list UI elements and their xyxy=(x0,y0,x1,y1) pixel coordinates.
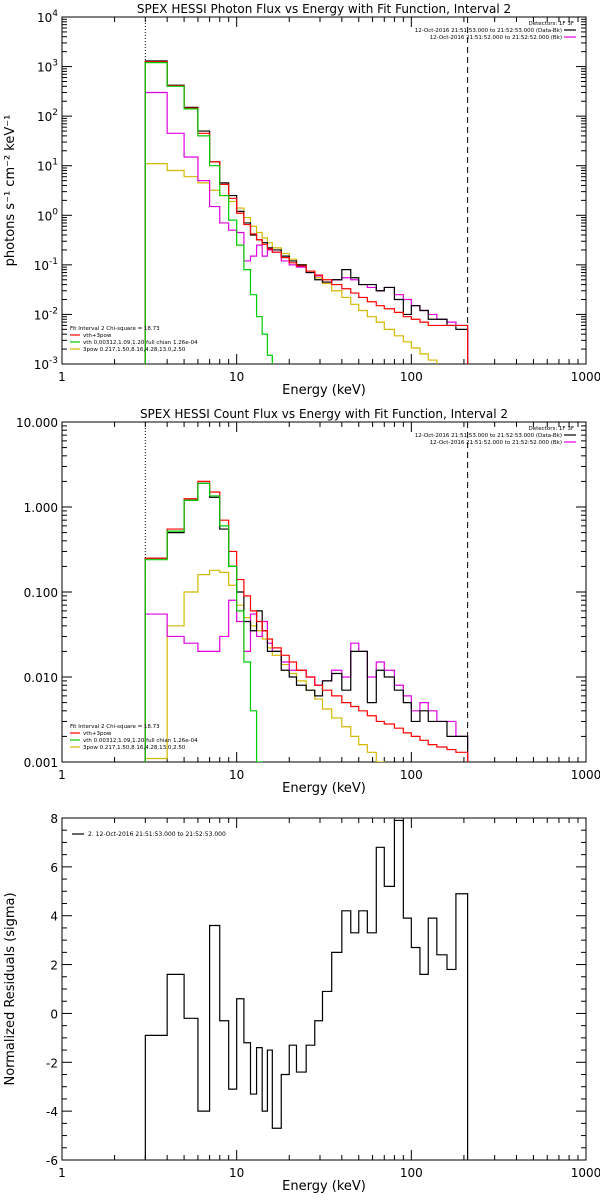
x-axis-label: Energy (keV) xyxy=(282,1179,366,1194)
x-tick-label: 10 xyxy=(229,370,244,384)
y-axis-label: Normalized Residuals (sigma) xyxy=(3,892,18,1085)
x-tick-label: 100 xyxy=(400,370,423,384)
series-vth xyxy=(144,62,469,364)
y-tick-label: 2 xyxy=(50,959,58,973)
y-tick-label: 102 xyxy=(37,108,58,124)
x-tick-label: 10 xyxy=(229,1166,244,1180)
y-tick-label: 0 xyxy=(50,1007,58,1021)
y-axis-label: photons s⁻¹ cm⁻² keV⁻¹ xyxy=(3,115,18,267)
legend-entry: 2. 12-Oct-2016 21:51:53.000 to 21:52:53.… xyxy=(88,831,226,838)
chart-title: SPEX HESSI Count Flux vs Energy with Fit… xyxy=(140,407,508,421)
y-tick-label: -4 xyxy=(46,1105,58,1119)
x-tick-label: 10 xyxy=(229,768,244,782)
legend-entry: 12-Oct-2016 21:51:53.000 to 21:52:53.000… xyxy=(415,433,562,439)
x-tick-label: 1000 xyxy=(571,370,600,384)
y-tick-label: 0.100 xyxy=(24,586,58,600)
chart-count: SPEX HESSI Count Flux vs Energy with Fit… xyxy=(16,407,600,796)
y-tick-label: 1.000 xyxy=(24,501,58,515)
x-axis-label: Energy (keV) xyxy=(282,383,366,398)
series-group xyxy=(144,480,469,762)
y-tick-label: 10-2 xyxy=(34,306,58,322)
legend-entry: vth+3pow xyxy=(83,333,112,339)
x-tick-label: 100 xyxy=(400,768,423,782)
y-tick-label: 101 xyxy=(37,158,58,174)
chart-title: SPEX HESSI Photon Flux vs Energy with Fi… xyxy=(137,2,511,16)
x-tick-label: 1 xyxy=(58,1166,66,1180)
y-tick-label: 10-1 xyxy=(34,257,58,273)
x-axis-label: Energy (keV) xyxy=(282,781,366,796)
y-tick-label: 0.001 xyxy=(24,756,58,770)
legend-entry: vth 0.00312,1.09,1.20 full chian 1.26e-0… xyxy=(83,738,198,744)
legend-detectors: Detectors: 1F 3F xyxy=(528,21,574,27)
chart-photon: SPEX HESSI Photon Flux vs Energy with Fi… xyxy=(3,2,600,398)
x-tick-label: 1 xyxy=(58,768,66,782)
y-tick-label: -6 xyxy=(46,1154,58,1168)
legend-entry: 12-Oct-2016 21:51:52.000 to 21:52:52.000… xyxy=(430,440,562,446)
y-tick-label: 100 xyxy=(37,207,58,223)
series-residuals xyxy=(144,819,469,1160)
chart-resid: 1 10 100 1000 Energy (keV) -6 -4 -2 0 2 4 6 8 Normali… xyxy=(3,812,600,1194)
y-tick-label: -2 xyxy=(46,1056,58,1070)
y-tick-label: 4 xyxy=(50,910,58,924)
y-tick-label: 10.000 xyxy=(16,416,58,430)
y-tick-label: 103 xyxy=(37,59,58,75)
series-data-bk xyxy=(144,482,469,762)
series-vth-3pow xyxy=(144,61,469,364)
legend-entry: vth+3pow xyxy=(83,731,112,737)
x-tick-label: 1000 xyxy=(571,768,600,782)
legend-entry: 3pow 0.217,1.50,8.16,4.28,13.0,2.50 xyxy=(83,347,186,353)
series-group xyxy=(144,60,469,364)
legend-fit-header: Fit Interval 2 Chi-square = 18.73 xyxy=(70,326,160,332)
legend-entry: 12-Oct-2016 21:51:53.000 to 21:52:53.000… xyxy=(415,28,562,34)
y-tick-label: 10-3 xyxy=(34,356,58,372)
series-vth xyxy=(144,482,469,762)
legend-entry: 3pow 0.217,1.50,8.16,4.28,13.0,2.50 xyxy=(83,745,186,751)
series-group xyxy=(144,819,469,1160)
legend-detectors: Detectors: 1F 3F xyxy=(528,426,574,432)
legend-entry: 12-Oct-2016 21:51:52.000 to 21:52:52.000… xyxy=(430,35,562,41)
plot-frame xyxy=(61,16,587,365)
series-3pow xyxy=(144,569,469,762)
x-tick-label: 1000 xyxy=(571,1166,600,1180)
legend-fit-header: Fit Interval 2 Chi-square = 18.73 xyxy=(70,724,160,730)
y-tick-label: 0.010 xyxy=(24,671,58,685)
y-tick-label: 6 xyxy=(50,861,58,875)
x-tick-label: 1 xyxy=(58,370,66,384)
y-tick-label: 104 xyxy=(37,9,58,25)
y-tick-label: 8 xyxy=(50,812,58,826)
legend-entry: vth 0.00312,1.09,1.20 full chian 1.26e-0… xyxy=(83,340,198,346)
series-vth-3pow xyxy=(144,480,469,762)
x-tick-label: 100 xyxy=(400,1166,423,1180)
